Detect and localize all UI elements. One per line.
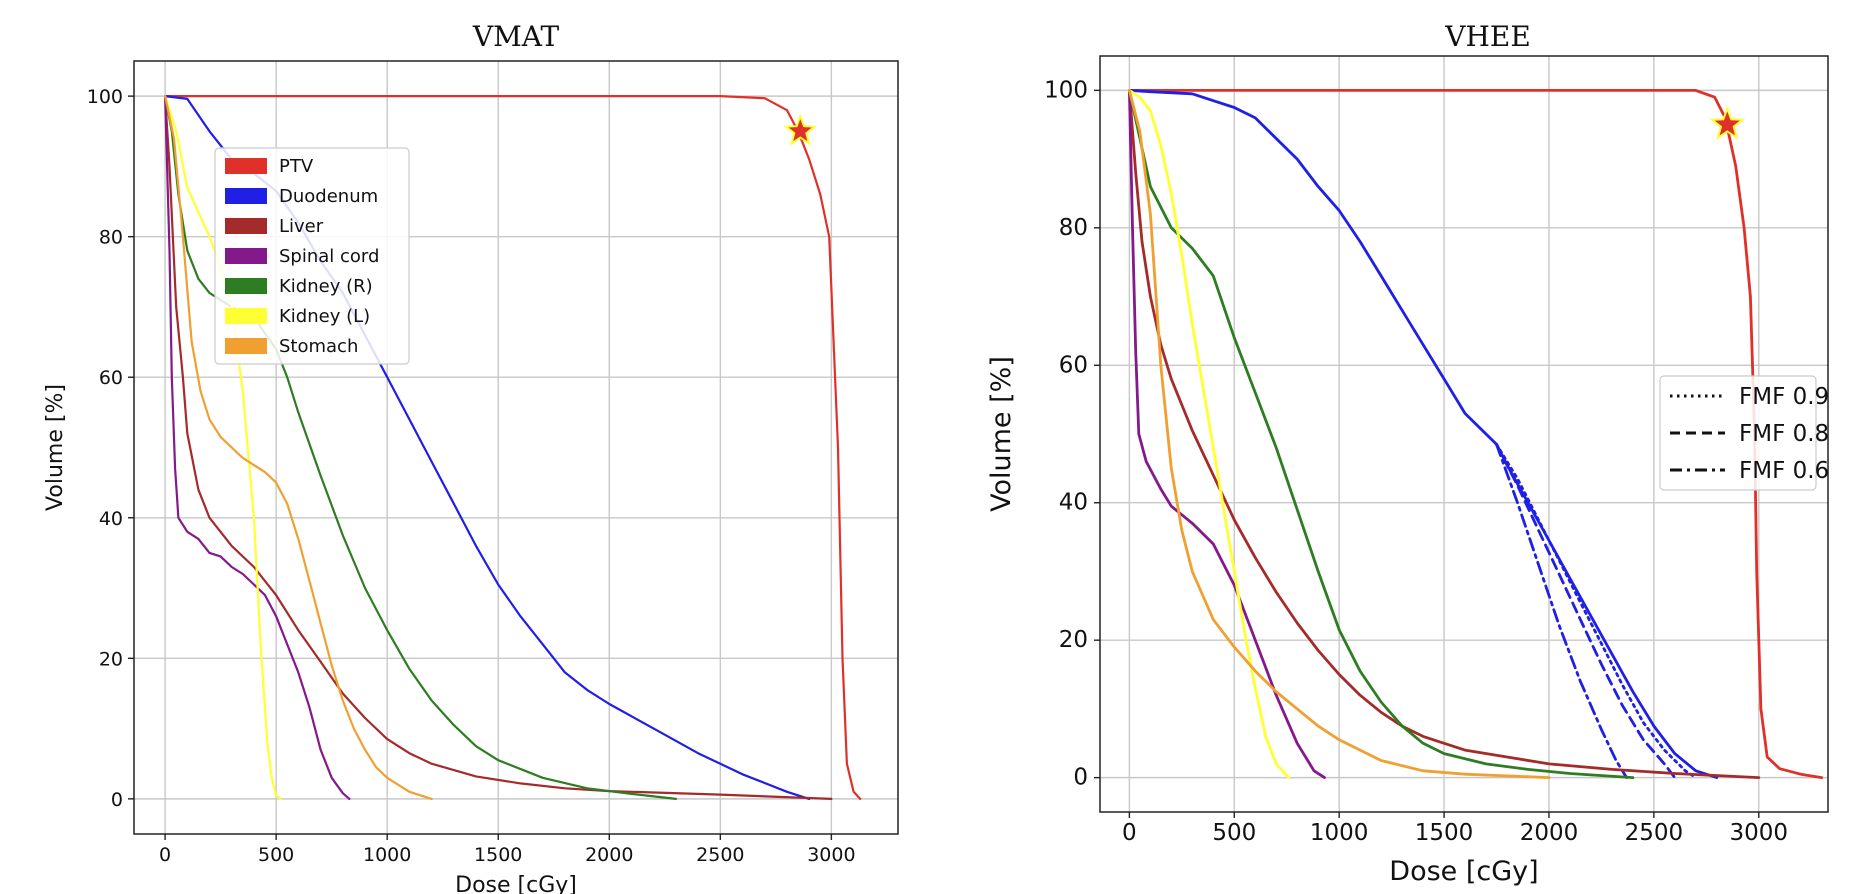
- star-marker: [1709, 105, 1746, 141]
- star-marker: [783, 113, 818, 146]
- series-line-ptv: [164, 95, 862, 800]
- y-tick-label: 80: [99, 227, 123, 249]
- series-line-spinal-cord: [164, 95, 351, 800]
- legend-label: Duodenum: [279, 186, 378, 207]
- x-tick-label: 2000: [1520, 820, 1579, 846]
- series-line-kidney-l: [164, 95, 282, 800]
- series-line-5: [1495, 442, 1628, 779]
- legend-label: Kidney (L): [279, 306, 370, 327]
- legend-label: Spinal cord: [279, 246, 379, 267]
- legend-swatch: [225, 188, 267, 204]
- series-line-liver: [164, 95, 833, 800]
- x-tick-label: 500: [1212, 820, 1256, 846]
- y-tick-label: 100: [1044, 77, 1088, 103]
- x-tick-label: 0: [159, 844, 171, 866]
- chart-title: VHEE: [1444, 20, 1531, 53]
- series-line-3: [1495, 442, 1698, 779]
- legend-label: FMF 0.6: [1739, 458, 1829, 484]
- legend-label: FMF 0.8: [1739, 421, 1829, 447]
- y-tick-label: 60: [1059, 352, 1088, 378]
- legend: PTV Duodenum Liver Spinal cord Kidney (R) Kid…: [214, 147, 410, 365]
- series-line-4: [1495, 442, 1677, 779]
- y-tick-label: 100: [87, 86, 123, 108]
- series-line-kidney-r: [164, 95, 677, 800]
- series-line-1: [1128, 89, 1824, 779]
- x-tick-label: 3000: [1729, 820, 1788, 846]
- series-line-10: [1128, 89, 1551, 779]
- x-tick-label: 1500: [474, 844, 522, 866]
- series-line-8: [1128, 89, 1635, 779]
- y-tick-label: 60: [99, 367, 123, 389]
- x-axis-label: Dose [cGy]: [455, 873, 577, 894]
- x-tick-label: 3000: [807, 844, 855, 866]
- x-tick-label: 1000: [363, 844, 411, 866]
- legend-box: [1659, 375, 1817, 491]
- legend-swatch: [225, 248, 267, 264]
- series-group: [164, 95, 862, 800]
- legend-swatch: [225, 218, 267, 234]
- series-line-stomach: [164, 95, 433, 800]
- series-line-6: [1128, 89, 1761, 779]
- legend-swatch: [225, 338, 267, 354]
- chart-panel-vhee: 0 500 1000 1500 2000 2500 3000 0 20 40 60 80 100 VHEE…: [986, 20, 1829, 887]
- x-axis-label: Dose [cGy]: [1389, 856, 1538, 887]
- y-tick-label: 0: [111, 789, 123, 811]
- x-tick-label: 500: [258, 844, 294, 866]
- x-tick-label: 2000: [585, 844, 633, 866]
- y-tick-label: 20: [1059, 627, 1088, 653]
- legend-label: Stomach: [279, 336, 358, 357]
- y-tick-label: 40: [99, 508, 123, 530]
- series-line-7: [1128, 89, 1326, 779]
- x-tick-label: 1500: [1415, 820, 1474, 846]
- y-axis-label: Volume [%]: [43, 384, 68, 511]
- series-line-2: [1128, 89, 1719, 779]
- legend-swatch: [225, 158, 267, 174]
- chart-panel-vmat: 0 500 1000 1500 2000 2500 3000 0 20 40 60 80 100 VMAT…: [43, 20, 899, 894]
- plot-frame: [1099, 55, 1829, 813]
- y-tick-label: 0: [1073, 765, 1088, 791]
- legend-label: FMF 0.9: [1739, 384, 1829, 410]
- x-tick-label: 1000: [1310, 820, 1369, 846]
- y-tick-label: 80: [1059, 215, 1088, 241]
- legend-label: Kidney (R): [279, 276, 373, 297]
- x-tick-label: 0: [1122, 820, 1137, 846]
- x-tick-label: 2500: [1625, 820, 1684, 846]
- legend-swatch: [225, 308, 267, 324]
- series-group: [1128, 89, 1824, 779]
- y-tick-label: 40: [1059, 490, 1088, 516]
- plot-frame: [133, 60, 899, 835]
- legend-swatch: [225, 278, 267, 294]
- legend-label: Liver: [279, 216, 324, 237]
- y-tick-label: 20: [99, 648, 123, 670]
- legend: FMF 0.9 FMF 0.8 FMF 0.6: [1659, 375, 1829, 491]
- legend-label: PTV: [279, 156, 314, 177]
- y-axis-label: Volume [%]: [986, 356, 1017, 512]
- series-line-9: [1128, 89, 1291, 779]
- chart-title: VMAT: [472, 20, 560, 53]
- x-tick-label: 2500: [696, 844, 744, 866]
